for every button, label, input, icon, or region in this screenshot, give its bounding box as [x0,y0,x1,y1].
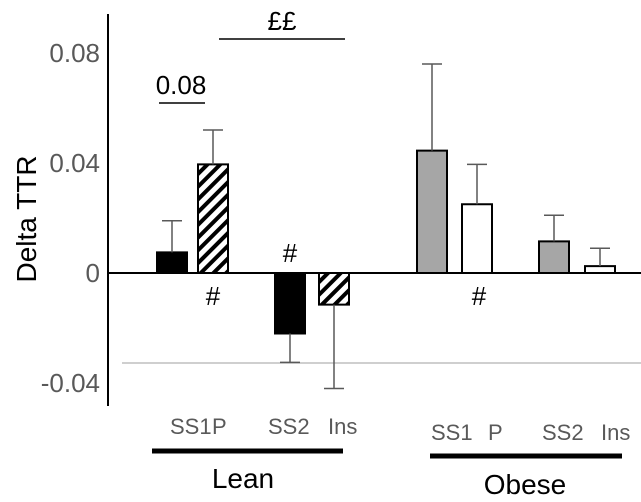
hash-marker-obese-p: # [472,281,487,311]
group-label-obese: Obese [484,469,567,500]
y-tick-label-0.04: 0.04 [49,148,100,178]
bracket-label-ff: ££ [268,6,297,36]
bar-lean-p [197,163,229,274]
x-tick-label-lean-p: P [212,414,227,439]
group-label-lean: Lean [212,463,274,494]
bar-obese-ins [584,265,616,274]
y-tick-label-neg-0.04: -0.04 [41,368,100,398]
bar-obese-ss2 [538,240,570,274]
x-tick-label-obese-p: P [488,420,503,445]
y-axis-label: Delta TTR [11,155,42,282]
y-tick-label-0: 0 [86,258,100,288]
x-tick-label-obese-ss2: SS2 [542,420,584,445]
x-tick-label-lean-ss1: SS1 [170,414,212,439]
bar-obese-ss1 [416,149,448,274]
x-tick-label-lean-ins: Ins [328,414,357,439]
hash-marker-lean-p: # [206,281,221,311]
x-tick-label-obese-ins: Ins [601,420,630,445]
bar-lean-ss1 [156,251,188,274]
bar-obese-p [461,203,493,274]
bar-lean-ss2 [274,272,306,335]
y-tick-label-0.08: 0.08 [49,38,100,68]
bar-lean-ins [318,272,350,306]
bracket-label-0.08: 0.08 [156,70,207,100]
hash-marker-lean-ss2: # [283,238,298,268]
x-tick-label-lean-ss2: SS2 [268,414,310,439]
x-tick-label-obese-ss1: SS1 [431,420,473,445]
